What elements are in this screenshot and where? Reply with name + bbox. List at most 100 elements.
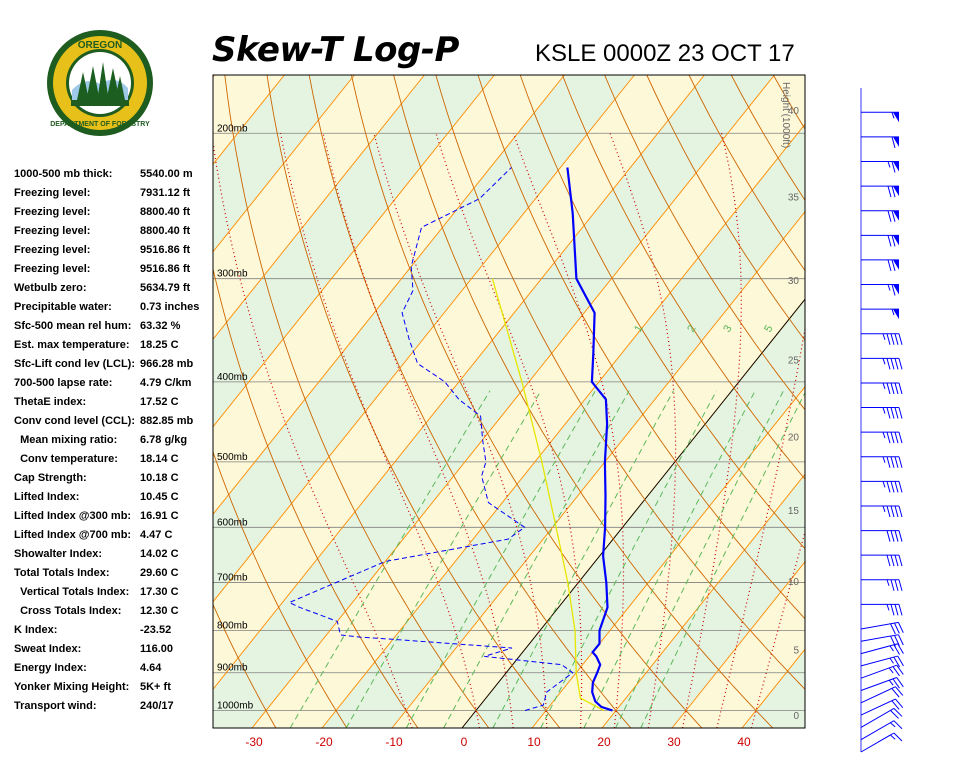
dry-adiabat-line <box>213 267 419 728</box>
temperature-tick-label: -10 <box>385 735 403 749</box>
index-row: Vertical Totals Index: 17.30 C <box>14 586 214 605</box>
wind-barb-flag <box>890 604 895 616</box>
index-label: Mean mixing ratio: <box>14 434 118 446</box>
moist-adiabat-line <box>373 133 548 728</box>
index-value: 240/17 <box>140 700 174 712</box>
dry-adiabat-line <box>224 75 490 728</box>
wind-barb <box>861 333 903 345</box>
wind-barb-flag <box>886 505 891 518</box>
wind-barb-half-flag <box>886 604 890 611</box>
index-row: Lifted Index @300 mb: 16.91 C <box>14 510 214 529</box>
wind-barb <box>860 643 904 655</box>
index-value: 966.28 mb <box>140 358 194 370</box>
index-label: Lifted Index: <box>14 491 80 503</box>
mixing-ratio-label: 2 <box>685 323 698 334</box>
plot-frame <box>212 74 806 729</box>
mixing-ratio-line <box>540 390 717 728</box>
wind-barb <box>861 259 899 272</box>
wind-barb <box>861 185 899 198</box>
wind-barb-flag <box>894 358 899 370</box>
temperature-tick-label: 10 <box>527 735 541 749</box>
temperature-tick-label: 30 <box>667 735 681 749</box>
index-value: 4.79 C/km <box>140 377 192 389</box>
wind-barb-flag <box>890 407 895 419</box>
wind-barb-flag <box>898 432 903 444</box>
wind-barb-shaft <box>860 686 896 704</box>
wind-barb <box>861 431 903 444</box>
pressure-tick-label: 600mb <box>217 517 248 528</box>
index-label: Freezing level: <box>14 225 91 237</box>
wind-barb-half-flag <box>890 734 896 740</box>
wind-barb-flag <box>896 677 904 688</box>
temperature-tick-label: -30 <box>245 735 263 749</box>
index-value: 882.85 mb <box>140 415 194 427</box>
index-row: Showalter Index: 14.02 C <box>14 548 214 567</box>
dry-adiabat-line <box>816 75 960 728</box>
wind-barb <box>861 554 903 567</box>
index-row: Sfc-Lift cond lev (LCL): 966.28 mb <box>14 358 214 377</box>
index-value: -23.52 <box>140 624 172 636</box>
isotherm-line <box>671 561 805 728</box>
index-row: Freezing level: 9516.86 ft <box>14 244 214 263</box>
wind-barb-flag <box>891 185 896 198</box>
wind-barb-flag <box>893 732 903 742</box>
wind-barb <box>860 655 904 668</box>
wind-barb <box>861 308 899 320</box>
wind-barb-flag <box>893 656 901 668</box>
wind-barb-pennant <box>893 259 899 270</box>
wind-barb-flag <box>894 579 899 591</box>
index-label: Freezing level: <box>14 244 91 256</box>
mixing-ratio-label: 3 <box>721 323 734 334</box>
index-row: Mean mixing ratio: 6.78 g/kg <box>14 434 214 453</box>
dry-adiabat-line <box>604 75 805 411</box>
wind-barb-flag <box>898 604 903 616</box>
index-value: 5634.79 ft <box>140 282 191 294</box>
wind-barb-half-flag <box>882 505 886 513</box>
index-value: 16.91 C <box>140 510 179 522</box>
index-value: 12.30 C <box>140 605 179 617</box>
index-value: 4.64 <box>140 662 162 674</box>
index-value: 18.25 C <box>140 339 179 351</box>
wind-barb-shaft <box>860 732 895 753</box>
index-value: 63.32 % <box>140 320 181 332</box>
index-label: Lifted Index @700 mb: <box>14 529 132 541</box>
index-value: 9516.86 ft <box>140 263 191 275</box>
moist-adiabat-line <box>512 133 625 728</box>
isotherm-band <box>213 75 775 728</box>
dry-adiabat-line <box>900 75 960 728</box>
wind-barb-shaft <box>860 707 895 728</box>
mixing-ratio-line <box>615 390 784 728</box>
wind-barb <box>860 677 904 691</box>
pressure-tick-label: 800mb <box>217 620 248 631</box>
wind-barb-flag <box>898 555 903 567</box>
wind-barb-flag <box>886 333 891 345</box>
isotherm-line <box>531 386 805 728</box>
wind-barb <box>860 686 904 704</box>
wind-barb <box>861 161 899 173</box>
mixing-ratio-line <box>583 390 756 728</box>
moist-adiabat-line <box>609 133 677 728</box>
height-tick-label: 35 <box>788 192 800 203</box>
wind-barb-flag <box>892 666 900 677</box>
index-label: Yonker Mixing Height: <box>14 681 130 693</box>
wind-barb-pennant <box>893 309 899 320</box>
wind-barb <box>861 234 899 247</box>
index-row: Sfc-500 mean rel hum: 63.32 % <box>14 320 214 339</box>
wind-barb-pennant <box>893 136 899 147</box>
wind-barb-half-flag <box>886 579 890 586</box>
index-label: Energy Index: <box>14 662 87 674</box>
index-label: Conv cond level (CCL): <box>14 415 136 427</box>
index-row: Freezing level: 7931.12 ft <box>14 187 214 206</box>
station-time-label: KSLE 0000Z 23 OCT 17 <box>535 40 795 67</box>
wind-barb <box>861 505 903 518</box>
wind-barb-flag <box>894 555 899 567</box>
wind-barb-half-flag <box>888 679 894 686</box>
wind-barb <box>861 136 899 149</box>
wind-barb-flag <box>886 358 891 370</box>
dry-adiabat-line <box>213 450 348 728</box>
wind-barb-flag <box>894 530 899 542</box>
index-value: 10.18 C <box>140 472 179 484</box>
height-tick-label: 25 <box>788 356 800 367</box>
index-label: Cross Totals Index: <box>14 605 122 617</box>
